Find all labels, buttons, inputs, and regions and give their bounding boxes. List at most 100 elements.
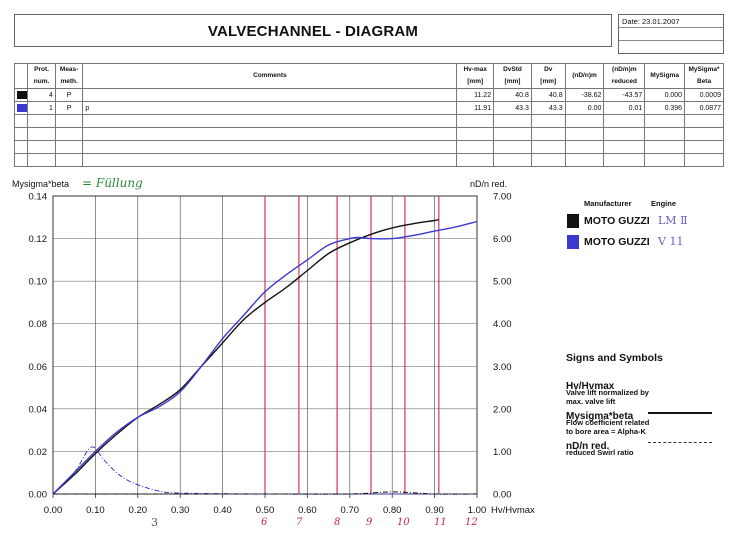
x-axis-label: Hv/Hvmax bbox=[491, 505, 535, 516]
table-row-empty bbox=[13, 127, 724, 141]
y-tick-label: 0.00 bbox=[29, 490, 48, 501]
series-line-0 bbox=[52, 218, 440, 495]
header-line: (nD/n)m bbox=[612, 66, 637, 73]
legend-engine-header: Engine bbox=[651, 199, 677, 208]
title-box: VALVECHANNEL - DIAGRAM bbox=[14, 14, 612, 47]
legend-manufacturer: MOTO GUZZI bbox=[584, 215, 650, 227]
table-header-cell: MySigma bbox=[644, 63, 686, 89]
sign-desc: to bore area = Alpha-K bbox=[566, 427, 646, 436]
y-tick-label: 0.12 bbox=[29, 234, 48, 245]
header-line: Dv bbox=[544, 66, 553, 73]
x-tick-label: 0.80 bbox=[383, 505, 402, 516]
table-header-cell: (nD/n)m reduced bbox=[603, 63, 646, 89]
sign-desc: Flow coefficient related bbox=[566, 418, 650, 427]
date-label: Date: 23.01.2007 bbox=[619, 15, 723, 28]
header-line: (nD/n)m bbox=[572, 72, 597, 79]
y2-tick-label: 5.00 bbox=[493, 277, 512, 288]
red-mark: 9 bbox=[366, 517, 373, 528]
x-tick-label: 1.00 bbox=[468, 505, 487, 516]
table-header-cell: Comments bbox=[82, 63, 458, 89]
page-title: VALVECHANNEL - DIAGRAM bbox=[207, 23, 419, 40]
red-mark: 8 bbox=[334, 517, 341, 528]
date-row-empty bbox=[619, 28, 723, 41]
header-line: [mm] bbox=[540, 78, 557, 85]
x-tick-label: 0.50 bbox=[256, 505, 275, 516]
handwritten-note: = Füllung bbox=[82, 176, 143, 190]
red-mark: 7 bbox=[296, 517, 303, 528]
red-mark: 11 bbox=[434, 517, 447, 528]
x-tick-label: 0.20 bbox=[129, 505, 148, 516]
x-tick-label: 0.30 bbox=[171, 505, 190, 516]
header-line: Comments bbox=[253, 72, 287, 79]
y-tick-label: 0.06 bbox=[29, 362, 48, 373]
x-tick-label: 0.60 bbox=[298, 505, 317, 516]
handwritten-mark-3: 3 bbox=[151, 516, 158, 529]
table-header-cell: Hv-max [mm] bbox=[456, 63, 495, 89]
table-header-row: Prot. num. Meas-meth. Comments Hv-max [mm] DvS… bbox=[13, 63, 724, 89]
header-line: num. bbox=[33, 78, 50, 85]
table-cell-empty bbox=[13, 153, 29, 167]
table-row-empty bbox=[13, 114, 724, 128]
signs-and-symbols: Signs and Symbols Hv/Hvmax Valve lift no… bbox=[566, 352, 731, 457]
x-tick-label: 0.00 bbox=[44, 505, 63, 516]
y-tick-label: 0.02 bbox=[29, 447, 48, 458]
header-line: DvStd bbox=[503, 66, 522, 73]
legend-manufacturer-header: Manufacturer bbox=[584, 199, 632, 208]
red-mark: 12 bbox=[465, 517, 478, 528]
legend-manufacturer: MOTO GUZZI bbox=[584, 236, 650, 248]
y-tick-label: 0.14 bbox=[29, 192, 48, 203]
y-axis-left-label: Mysigma*beta bbox=[12, 179, 70, 189]
header-line: Prot. bbox=[34, 66, 49, 73]
header-line: MySigma bbox=[650, 72, 679, 79]
table-cell-empty bbox=[493, 153, 532, 167]
header-line: Meas- bbox=[59, 66, 79, 73]
y2-tick-label: 0.00 bbox=[493, 490, 512, 501]
signs-heading: Signs and Symbols bbox=[566, 352, 663, 364]
table-row-empty bbox=[13, 153, 724, 167]
legend-swatch bbox=[567, 235, 579, 249]
header-line: [mm] bbox=[504, 78, 521, 85]
series-line-1 bbox=[52, 220, 478, 495]
protocol-table: Prot. num. Meas-meth. Comments Hv-max [mm] DvS… bbox=[13, 63, 724, 167]
sign-symbol: Hv/Hvmax bbox=[566, 381, 615, 392]
series-color-swatch bbox=[17, 104, 27, 112]
sign-desc: Valve lift normalized by bbox=[566, 388, 649, 397]
legend-engine: LM Ⅱ bbox=[658, 214, 688, 227]
sign-symbol: Mysigma*beta bbox=[566, 411, 634, 422]
sign-symbol: nD/n red. bbox=[566, 441, 610, 452]
legend-swatch bbox=[567, 214, 579, 228]
table-header-cell: Prot. num. bbox=[27, 63, 56, 89]
red-mark: 6 bbox=[261, 517, 268, 528]
y2-tick-label: 2.00 bbox=[493, 404, 512, 415]
header-line: [mm] bbox=[467, 78, 484, 85]
x-tick-label: 0.70 bbox=[341, 505, 360, 516]
table-cell-empty bbox=[603, 153, 646, 167]
y2-tick-label: 6.00 bbox=[493, 234, 512, 245]
dashdot-line-symbol bbox=[648, 442, 712, 443]
sign-desc: reduced Swirl ratio bbox=[566, 448, 634, 457]
table-cell-empty bbox=[82, 153, 458, 167]
x-tick-label: 0.40 bbox=[213, 505, 232, 516]
y-axis-right-label: nD/n red. bbox=[470, 179, 508, 189]
series-line-3 bbox=[53, 491, 478, 495]
header-line: Hv-max bbox=[463, 66, 487, 73]
x-tick-label: 0.10 bbox=[86, 505, 105, 516]
header-line: reduced bbox=[611, 78, 637, 85]
legend-engine: V 11 bbox=[658, 235, 684, 248]
series-line-2 bbox=[52, 446, 477, 495]
x-tick-label: 0.90 bbox=[425, 505, 444, 516]
y-tick-label: 0.08 bbox=[29, 319, 48, 330]
red-mark: 10 bbox=[397, 517, 410, 528]
date-box: Date: 23.01.2007 bbox=[618, 14, 724, 54]
header-line: MySigma* bbox=[688, 66, 720, 73]
table-header-cell: MySigma* Beta bbox=[684, 63, 724, 89]
header-line: meth. bbox=[60, 78, 78, 85]
y2-tick-label: 3.00 bbox=[493, 362, 512, 373]
y2-tick-label: 4.00 bbox=[493, 319, 512, 330]
table-cell-dvstd: 43.3 bbox=[493, 101, 532, 115]
y-tick-label: 0.04 bbox=[29, 404, 48, 415]
header-line: Beta bbox=[697, 78, 712, 85]
y2-tick-label: 1.00 bbox=[493, 447, 512, 458]
y-tick-label: 0.10 bbox=[29, 277, 48, 288]
